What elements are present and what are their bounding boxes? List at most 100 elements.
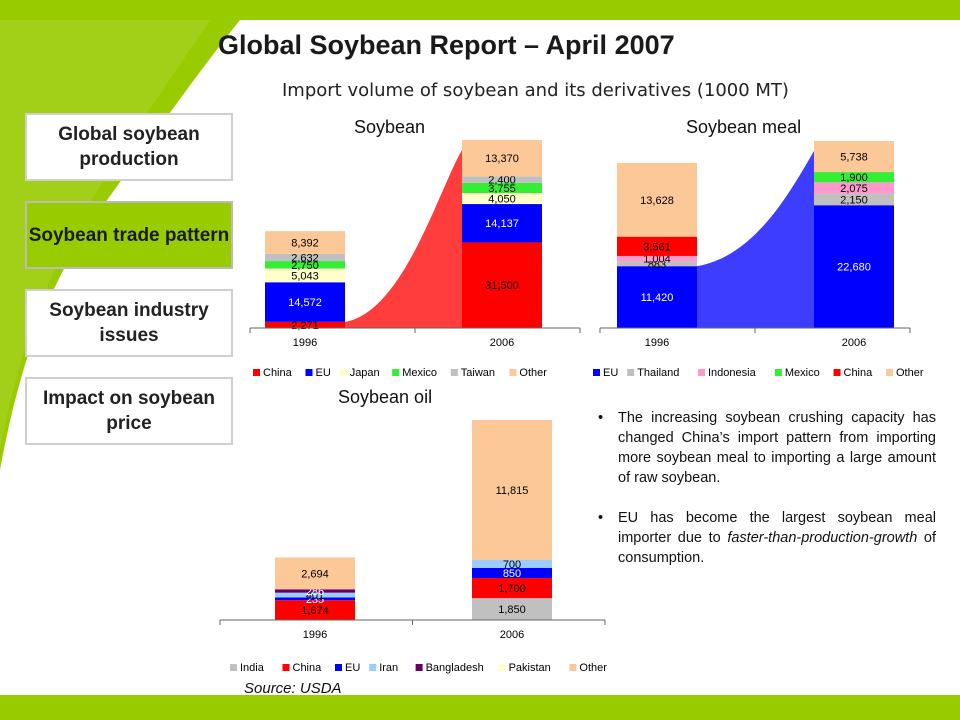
- bar-segment-other-2006: [462, 140, 542, 177]
- legend-label-china: China: [844, 367, 874, 379]
- bar-segment-china-1996: [617, 236, 697, 256]
- bar-segment-mexico-2006: [462, 182, 542, 194]
- bar-segment-china-2006: [472, 578, 552, 599]
- data-label-thailand-1996: 883: [648, 259, 666, 271]
- data-label-indonesia-2006: 2,075: [840, 183, 868, 195]
- legend-label-other: Other: [519, 367, 547, 379]
- legend-label-china: China: [293, 662, 323, 674]
- legend-swatch-mexico: [774, 369, 782, 376]
- source-note: Source: USDA: [244, 680, 342, 697]
- bar-segment-thailand-1996: [617, 261, 697, 267]
- data-label-mexico-1996: 2,750: [291, 260, 319, 272]
- data-label-other-1996: 13,628: [640, 195, 674, 207]
- legend-swatch-bangladesh: [415, 664, 423, 671]
- top-accent-bar: [0, 0, 960, 20]
- bar-segment-eu-1996: [275, 597, 355, 601]
- bar-segment-china-2006: [462, 242, 542, 328]
- data-label-other-2006: 11,815: [496, 485, 529, 497]
- legend-label-japan: Japan: [350, 367, 380, 379]
- data-label-other-1996: 2,694: [301, 568, 329, 580]
- legend-label-eu: EU: [316, 367, 331, 379]
- bar-segment-indonesia-2006: [814, 182, 894, 194]
- bar-segment-other-2006: [472, 420, 552, 560]
- legend-label-china: China: [263, 367, 293, 379]
- legend-swatch-japan: [339, 369, 347, 376]
- data-label-other-2006: 5,738: [840, 152, 868, 164]
- bar-segment-other-1996: [275, 557, 355, 590]
- legend-label-other: Other: [579, 662, 607, 674]
- bottom-accent-bar: [0, 695, 960, 720]
- bar-segment-eu-2006: [814, 205, 894, 328]
- nav-soybean-trade-pattern[interactable]: Soybean trade pattern: [25, 201, 233, 269]
- legend-swatch-iran: [369, 664, 377, 671]
- trend-shape: [345, 150, 462, 328]
- bar-segment-other-2006: [814, 141, 894, 173]
- notes-list: The increasing soybean crushing capacity…: [596, 408, 936, 588]
- x-tick-label: 2006: [500, 629, 524, 641]
- legend-swatch-china: [253, 369, 260, 376]
- data-label-eu-1996: 11,420: [641, 292, 674, 304]
- nav-label: Soybean industry issues: [49, 300, 209, 346]
- data-label-eu-2006: 850: [503, 568, 521, 580]
- chart-title-soybean-meal: Soybean meal: [686, 117, 802, 137]
- legend-swatch-mexico: [392, 369, 400, 376]
- legend-label-indonesia: Indonesia: [708, 367, 757, 379]
- data-label-iran-2006: 700: [503, 559, 521, 571]
- bar-segment-india-2006: [472, 598, 552, 620]
- bar-segment-other-1996: [265, 231, 345, 254]
- trend-shape: [697, 151, 814, 328]
- bar-segment-iran-1996: [275, 592, 355, 598]
- page-title: Global Soybean Report – April 2007: [218, 30, 675, 60]
- legend-swatch-pakistan: [498, 664, 506, 671]
- data-label-eu-1996: 14,572: [288, 297, 322, 309]
- chart-title-soybean-oil: Soybean oil: [338, 387, 433, 407]
- bar-segment-mexico-2006: [814, 172, 894, 183]
- legend-swatch-taiwan: [450, 369, 458, 376]
- nav-impact-on-soybean-price[interactable]: Impact on soybean price: [25, 377, 233, 445]
- bar-segment-mexico-1996: [265, 261, 345, 269]
- note-item: EU has become the largest soybean meal i…: [596, 508, 936, 568]
- x-tick-label: 2006: [490, 337, 514, 349]
- bar-segment-iran-2006: [472, 559, 552, 568]
- legend-swatch-eu: [305, 369, 313, 376]
- legend-label-eu: EU: [345, 662, 360, 674]
- nav-global-soybean-production[interactable]: Global soybean production: [25, 113, 233, 181]
- data-label-china-2006: 31,500: [485, 280, 519, 292]
- legend-label-india: India: [240, 662, 265, 674]
- legend-swatch-eu: [593, 369, 600, 376]
- bar-segment-eu-1996: [265, 282, 345, 322]
- bar-segment-other-1996: [617, 162, 697, 237]
- bar-segment-china-1996: [265, 321, 345, 328]
- chart-title-soybean: Soybean: [354, 117, 426, 137]
- data-label-mexico-2006: 3,755: [488, 183, 516, 195]
- legend-swatch-eu: [335, 664, 342, 671]
- legend-label-other: Other: [896, 367, 924, 379]
- legend-label-thailand: Thailand: [637, 367, 679, 379]
- bar-segment-indonesia-1996: [617, 255, 697, 262]
- data-label-iran-1996: 401: [306, 590, 324, 602]
- data-label-india-2006: 1,850: [498, 604, 526, 616]
- legend-swatch-india: [230, 664, 237, 671]
- data-label-taiwan-1996: 2,632: [291, 253, 319, 265]
- legend-label-mexico: Mexico: [785, 367, 820, 379]
- legend-swatch-indonesia: [698, 369, 705, 376]
- legend-swatch-other: [886, 369, 893, 376]
- nav-label: Soybean trade pattern: [28, 224, 230, 246]
- data-label-taiwan-2006: 2,400: [488, 175, 516, 187]
- bar-segment-eu-2006: [472, 567, 552, 579]
- note-text: The increasing soybean crushing capacity…: [618, 410, 936, 486]
- legend-label-taiwan: Taiwan: [461, 367, 495, 379]
- data-label-japan-2006: 4,050: [488, 194, 516, 206]
- data-label-other-2006: 13,370: [485, 153, 519, 165]
- nav-label: Impact on soybean price: [42, 388, 216, 434]
- x-tick-label: 1996: [645, 337, 669, 349]
- nav-soybean-industry-issues[interactable]: Soybean industry issues: [25, 289, 233, 357]
- data-label-china-1996: 1,674: [301, 605, 329, 617]
- legend-label-mexico: Mexico: [402, 367, 437, 379]
- legend-swatch-china: [833, 369, 841, 376]
- note-text-tail: of consumption.: [618, 530, 936, 566]
- soybean-oil-chart: 1,6742354012862,69419961,8501,7008507001…: [219, 420, 607, 674]
- data-label-china-2006: 1,700: [498, 583, 526, 595]
- note-item: The increasing soybean crushing capacity…: [596, 408, 936, 488]
